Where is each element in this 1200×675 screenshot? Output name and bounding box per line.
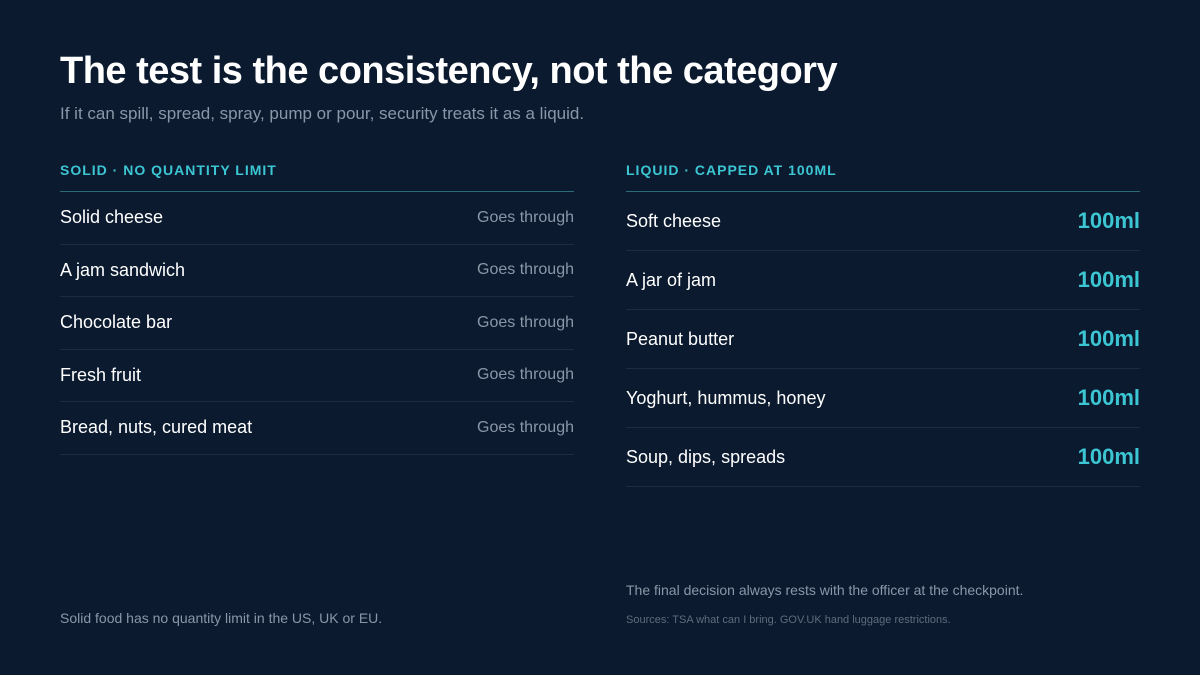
item-status: Goes through <box>477 366 574 384</box>
item-name: A jar of jam <box>626 269 717 290</box>
item-limit: 100ml <box>1077 208 1140 233</box>
liquid-list-item: A jar of jam 100ml <box>626 251 1140 310</box>
item-name: A jam sandwich <box>60 259 186 280</box>
sources-line: Sources: TSA what can I bring. GOV.UK ha… <box>626 614 951 626</box>
item-name: Chocolate bar <box>60 312 173 333</box>
page-subtitle: If it can spill, spread, spray, pump or … <box>60 104 585 123</box>
liquid-list-item: Yoghurt, hummus, honey 100ml <box>626 369 1140 428</box>
item-status: Goes through <box>477 261 574 279</box>
item-name: Solid cheese <box>60 207 164 228</box>
liquid-column-heading: LIQUID · CAPPED AT 100ML <box>626 162 1140 192</box>
item-status: Goes through <box>477 208 574 226</box>
solid-column-heading: SOLID · NO QUANTITY LIMIT <box>60 162 574 192</box>
solid-list-item: Chocolate bar Goes through <box>60 297 574 350</box>
solid-column: SOLID · NO QUANTITY LIMIT Solid cheese G… <box>60 162 574 455</box>
liquid-list-item: Soup, dips, spreads 100ml <box>626 428 1140 487</box>
item-status: Goes through <box>477 313 574 331</box>
page-title: The test is the consistency, not the cat… <box>60 50 838 92</box>
item-name: Yoghurt, hummus, honey <box>626 387 826 408</box>
item-limit: 100ml <box>1077 385 1140 410</box>
checkpoint-note: The final decision always rests with the… <box>626 582 1024 598</box>
solid-list-item: Solid cheese Goes through <box>60 192 574 245</box>
liquid-list-item: Peanut butter 100ml <box>626 310 1140 369</box>
solid-list: Solid cheese Goes through A jam sandwich… <box>60 192 574 455</box>
liquid-list-item: Soft cheese 100ml <box>626 192 1140 251</box>
solid-footnote: Solid food has no quantity limit in the … <box>60 610 383 626</box>
solid-list-item: Fresh fruit Goes through <box>60 350 574 402</box>
item-limit: 100ml <box>1077 267 1140 292</box>
item-name: Bread, nuts, cured meat <box>60 417 253 438</box>
liquid-column: LIQUID · CAPPED AT 100ML Soft cheese 100… <box>626 162 1140 487</box>
item-status: Goes through <box>477 418 574 436</box>
liquid-list: Soft cheese 100ml A jar of jam 100ml Pea… <box>626 192 1140 487</box>
item-limit: 100ml <box>1077 444 1140 469</box>
item-name: Peanut butter <box>626 328 735 349</box>
item-name: Soup, dips, spreads <box>626 446 786 467</box>
item-name: Fresh fruit <box>60 364 142 385</box>
item-limit: 100ml <box>1077 326 1140 351</box>
solid-list-item: A jam sandwich Goes through <box>60 245 574 297</box>
solid-list-item: Bread, nuts, cured meat Goes through <box>60 402 574 455</box>
item-name: Soft cheese <box>626 210 722 231</box>
